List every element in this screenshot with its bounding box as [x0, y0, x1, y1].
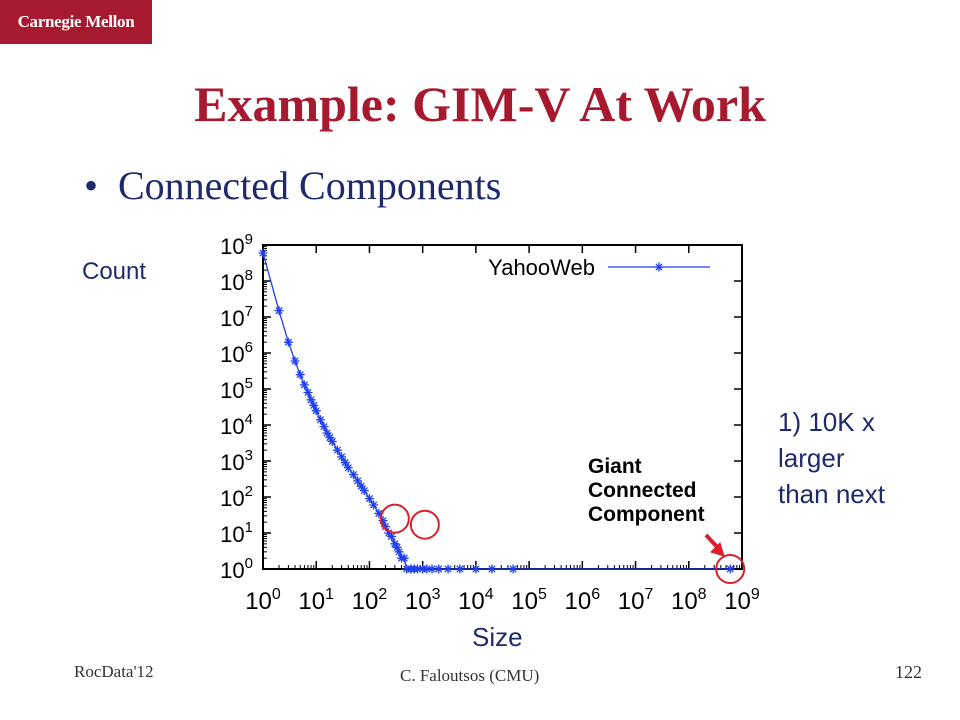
- note-line-1: 1) 10K x: [778, 407, 875, 437]
- yahooweb-data-point: [443, 564, 453, 574]
- note-line-3: than next: [778, 479, 885, 509]
- giant-component-label: Connected: [588, 479, 697, 502]
- logo-text: Carnegie Mellon: [17, 12, 135, 31]
- yahooweb-data-point: [392, 542, 402, 552]
- note-line-2: larger: [778, 443, 845, 473]
- y-axis-label: Count: [82, 258, 147, 285]
- chart-axes: 100 101 102 103 104 105 106 107 108 109 100 101 102 1…: [220, 231, 760, 615]
- slide-title: Example: GIM-V At Work: [194, 76, 766, 132]
- x-tick-label: 100: [245, 586, 281, 615]
- x-tick-label: 102: [352, 586, 388, 615]
- yahooweb-data-point: [303, 387, 313, 397]
- y-tick-label: 100: [220, 555, 253, 583]
- yahooweb-data-point: [427, 564, 437, 574]
- yahooweb-data-point: [327, 436, 337, 446]
- yahooweb-data-point: [359, 486, 369, 496]
- yahooweb-data-point: [343, 463, 353, 473]
- highlight-circle: [715, 554, 746, 584]
- legend-marker: [654, 262, 664, 272]
- yahooweb-data-point: [353, 476, 363, 486]
- bullet-symbol: •: [84, 163, 99, 208]
- yahooweb-data-point: [325, 432, 335, 442]
- yahooweb-data-point: [378, 516, 388, 526]
- y-tick-label: 108: [220, 267, 253, 295]
- y-tick-label: 104: [220, 411, 253, 439]
- yahooweb-data-point: [348, 470, 358, 480]
- yahooweb-data-point: [274, 306, 284, 316]
- yahooweb-data-point: [306, 395, 316, 405]
- yahooweb-data-point: [387, 531, 397, 541]
- yahooweb-data-point: [508, 564, 518, 574]
- y-tick-label: 109: [220, 231, 253, 259]
- x-tick-label: 104: [458, 586, 494, 615]
- x-tick-label: 101: [298, 586, 334, 615]
- annotation-note: 1) 10K x larger than next: [778, 404, 948, 512]
- arrow-head: [710, 542, 725, 557]
- yahooweb-data-point: [434, 564, 444, 574]
- y-tick-label: 107: [220, 303, 253, 331]
- chart-legend: YahooWeb: [488, 255, 710, 280]
- yahooweb-data-point: [422, 564, 432, 574]
- yahooweb-data-point: [322, 428, 332, 438]
- yahooweb-data-point: [380, 522, 390, 532]
- yahooweb-data-point: [390, 539, 400, 549]
- yahooweb-data-point: [315, 415, 325, 425]
- highlight-circle: [379, 503, 410, 534]
- yahooweb-data-point: [340, 458, 350, 468]
- carnegie-mellon-logo: Carnegie Mellon: [0, 0, 152, 44]
- connected-components-chart: 100 101 102 103 104 105 106 107 108 109 100 101 102 1…: [220, 231, 760, 615]
- yahooweb-data-point: [283, 337, 293, 347]
- x-tick-label: 103: [405, 586, 441, 615]
- yahooweb-data-point: [413, 564, 423, 574]
- yahooweb-data-point: [471, 564, 481, 574]
- yahooweb-data-point: [258, 248, 268, 258]
- yahooweb-data-point: [725, 564, 735, 574]
- x-tick-label: 108: [671, 586, 707, 615]
- footer-author: C. Faloutsos (CMU): [400, 666, 540, 685]
- yahooweb-data-point: [332, 445, 342, 455]
- page-number: 122: [895, 662, 922, 682]
- yahooweb-data-point: [369, 500, 379, 510]
- yahooweb-data-point: [295, 370, 305, 380]
- legend-label: YahooWeb: [488, 255, 595, 280]
- y-tick-label: 105: [220, 375, 253, 403]
- yahooweb-data-point: [399, 553, 409, 563]
- yahooweb-data-point: [319, 422, 329, 432]
- y-tick-label: 102: [220, 483, 253, 511]
- yahooweb-data-point: [384, 528, 394, 538]
- yahooweb-data-point: [290, 356, 300, 366]
- x-tick-label: 106: [565, 586, 601, 615]
- yahooweb-data-point: [356, 481, 366, 491]
- yahooweb-data-point: [374, 508, 384, 518]
- yahooweb-data-point: [337, 452, 347, 462]
- y-tick-label: 101: [220, 519, 253, 547]
- y-tick-label: 106: [220, 339, 253, 367]
- y-tick-label: 103: [220, 447, 253, 475]
- x-tick-label: 107: [618, 586, 654, 615]
- bullet-item: • Connected Components: [84, 160, 501, 212]
- yahooweb-data-point: [309, 400, 319, 410]
- giant-component-label: Component: [588, 503, 705, 526]
- x-axis-label: Size: [472, 622, 523, 652]
- yahooweb-data-point: [394, 547, 404, 557]
- yahooweb-data-point: [364, 494, 374, 504]
- yahooweb-data-point: [487, 564, 497, 574]
- x-tick-label: 105: [511, 586, 547, 615]
- footer-venue: RocData'12: [74, 662, 154, 681]
- yahooweb-data-point: [455, 564, 465, 574]
- highlight-circle: [409, 509, 440, 540]
- chart-series: [258, 248, 735, 574]
- yahooweb-data-point: [311, 406, 321, 416]
- x-tick-label: 109: [724, 586, 760, 615]
- giant-component-label: Giant: [588, 455, 642, 478]
- yahooweb-data-point: [299, 380, 309, 390]
- bullet-text: Connected Components: [118, 163, 502, 208]
